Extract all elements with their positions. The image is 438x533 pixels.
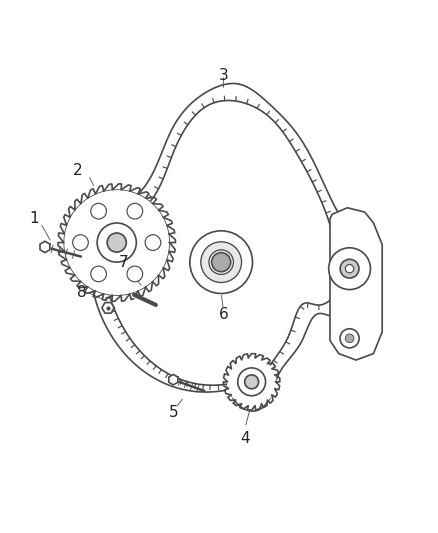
Circle shape xyxy=(340,259,359,278)
Text: 6: 6 xyxy=(219,307,228,322)
Circle shape xyxy=(107,233,126,252)
Circle shape xyxy=(73,235,88,251)
Circle shape xyxy=(127,266,143,282)
Circle shape xyxy=(212,253,231,272)
Circle shape xyxy=(145,235,161,251)
Polygon shape xyxy=(169,375,178,385)
Text: 1: 1 xyxy=(29,211,39,226)
Circle shape xyxy=(97,223,136,262)
Circle shape xyxy=(209,250,233,274)
Text: 2: 2 xyxy=(73,163,82,178)
Circle shape xyxy=(345,334,354,343)
Text: 5: 5 xyxy=(169,405,178,420)
Text: 8: 8 xyxy=(77,285,87,300)
Circle shape xyxy=(91,204,106,219)
Circle shape xyxy=(201,242,241,282)
Text: 3: 3 xyxy=(219,68,228,83)
Circle shape xyxy=(127,204,143,219)
Polygon shape xyxy=(102,303,114,313)
Circle shape xyxy=(238,368,265,396)
Circle shape xyxy=(340,329,359,348)
Circle shape xyxy=(245,375,258,389)
Circle shape xyxy=(346,264,354,273)
Polygon shape xyxy=(64,190,170,295)
Circle shape xyxy=(328,248,371,289)
Text: 4: 4 xyxy=(240,431,250,446)
Polygon shape xyxy=(40,241,50,253)
Polygon shape xyxy=(330,208,382,360)
Circle shape xyxy=(91,266,106,282)
Text: 7: 7 xyxy=(118,255,128,270)
Polygon shape xyxy=(133,295,156,307)
Circle shape xyxy=(190,231,253,294)
Polygon shape xyxy=(228,358,276,406)
